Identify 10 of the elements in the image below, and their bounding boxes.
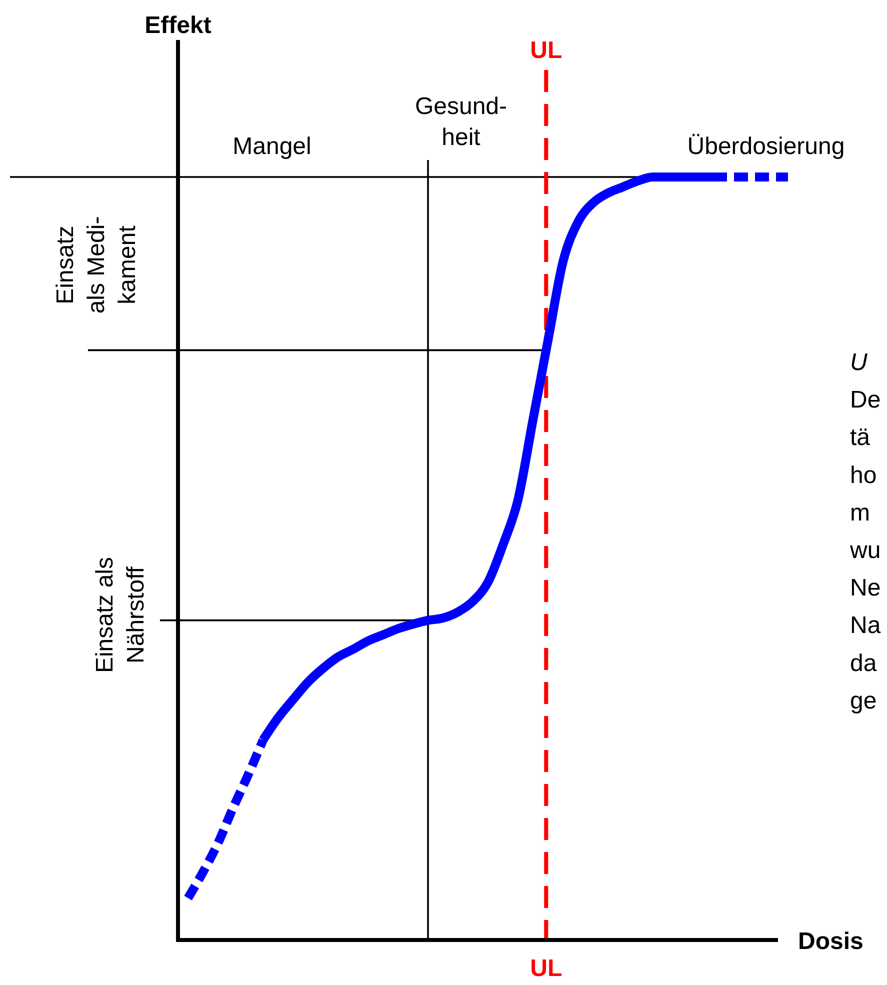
text: Einsatz als Medi- kament: [52, 216, 141, 314]
text: U De tä ho m wu Ne Na da ge: [850, 349, 881, 714]
text: Mangel: [232, 133, 312, 160]
text: Überdosierung: [687, 133, 845, 160]
text: Gesund- heit: [414, 93, 508, 151]
text: UL: [530, 955, 562, 982]
text: Einsatz als Nährstoff: [92, 556, 150, 674]
x-axis-title: Dosis: [798, 928, 864, 955]
text: Effekt: [144, 12, 212, 39]
text: UL: [530, 37, 562, 64]
